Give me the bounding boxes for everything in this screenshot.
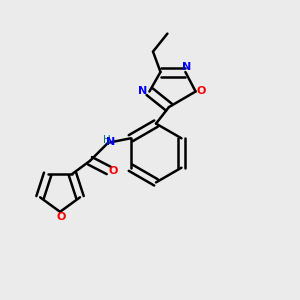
Text: N: N [138, 85, 147, 96]
Text: O: O [109, 166, 118, 176]
Text: N: N [106, 137, 116, 147]
Text: O: O [56, 212, 66, 222]
Text: O: O [197, 85, 206, 96]
Text: N: N [182, 62, 191, 72]
Text: H: H [103, 135, 110, 146]
